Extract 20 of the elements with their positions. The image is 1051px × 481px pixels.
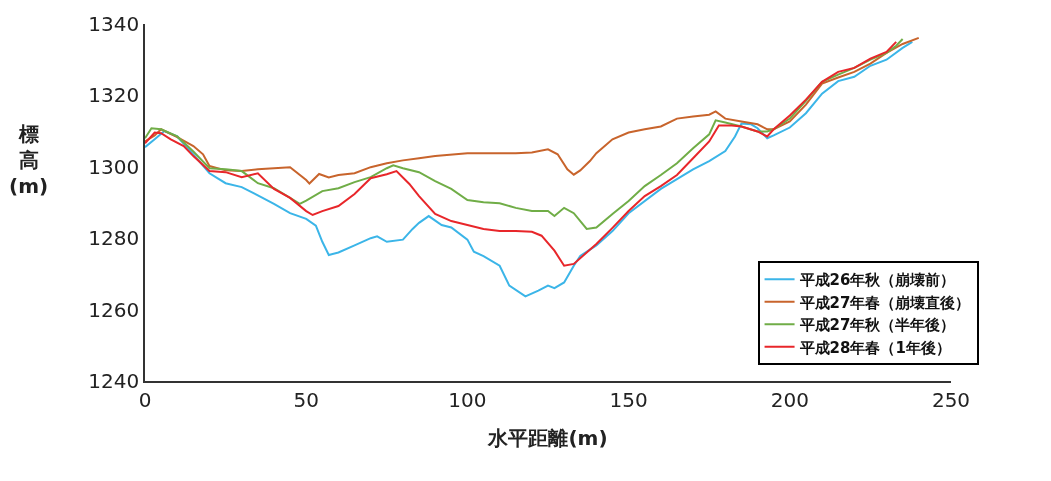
x-tick-label: 250 — [931, 387, 971, 412]
x-tick-label: 100 — [448, 387, 487, 412]
y-tick-label: 1280 — [88, 226, 140, 251]
legend-label: 平成26年秋（崩壊前） — [798, 271, 956, 290]
line-series — [145, 36, 920, 185]
x-tick-label: 150 — [609, 387, 648, 412]
y-tick-label: 1260 — [88, 297, 140, 322]
y-tick-label: 1240 — [88, 369, 140, 393]
legend-label: 平成27年春（崩壊直後） — [798, 293, 971, 312]
x-tick-label: 0 — [138, 387, 152, 412]
legend-label: 平成27年秋（半年後） — [798, 316, 956, 335]
y-axis-title: 標高(m) — [9, 122, 49, 198]
x-axis-title: 水平距離(m) — [487, 425, 608, 450]
y-tick-label: 1320 — [88, 83, 140, 108]
x-tick-label: 50 — [293, 387, 319, 412]
legend-label: 平成28年春（1年後） — [798, 338, 951, 357]
y-tick-label: 1340 — [88, 12, 140, 36]
y-tick-label: 1300 — [88, 154, 140, 179]
x-tick-label: 200 — [770, 387, 809, 412]
line-series — [145, 37, 904, 230]
